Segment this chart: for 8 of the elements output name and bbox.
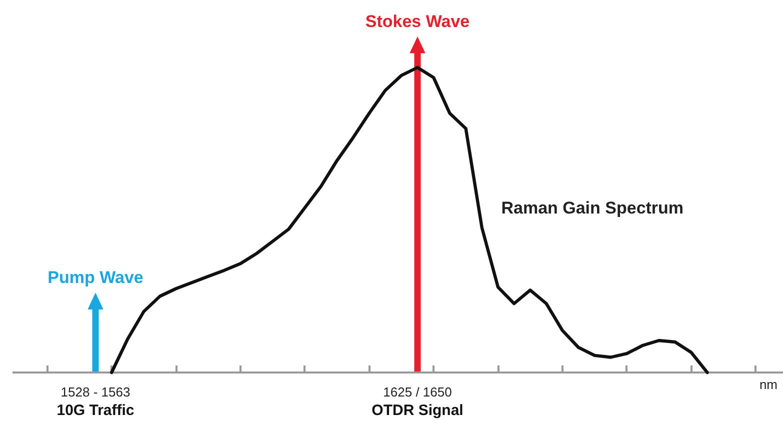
x-axis-title: nm <box>759 377 778 392</box>
x-tick-label: 1625 / 1650 <box>383 384 452 400</box>
text: 10G Traffic <box>56 402 134 419</box>
ref-line-label: Pump Wave <box>48 268 144 288</box>
ref-line-label: Stokes Wave <box>365 12 470 31</box>
series-label: Raman Gain Spectrum <box>501 198 684 218</box>
x-tick-label: 1528 - 1563 <box>60 384 130 400</box>
text: OTDR Signal <box>372 402 464 419</box>
